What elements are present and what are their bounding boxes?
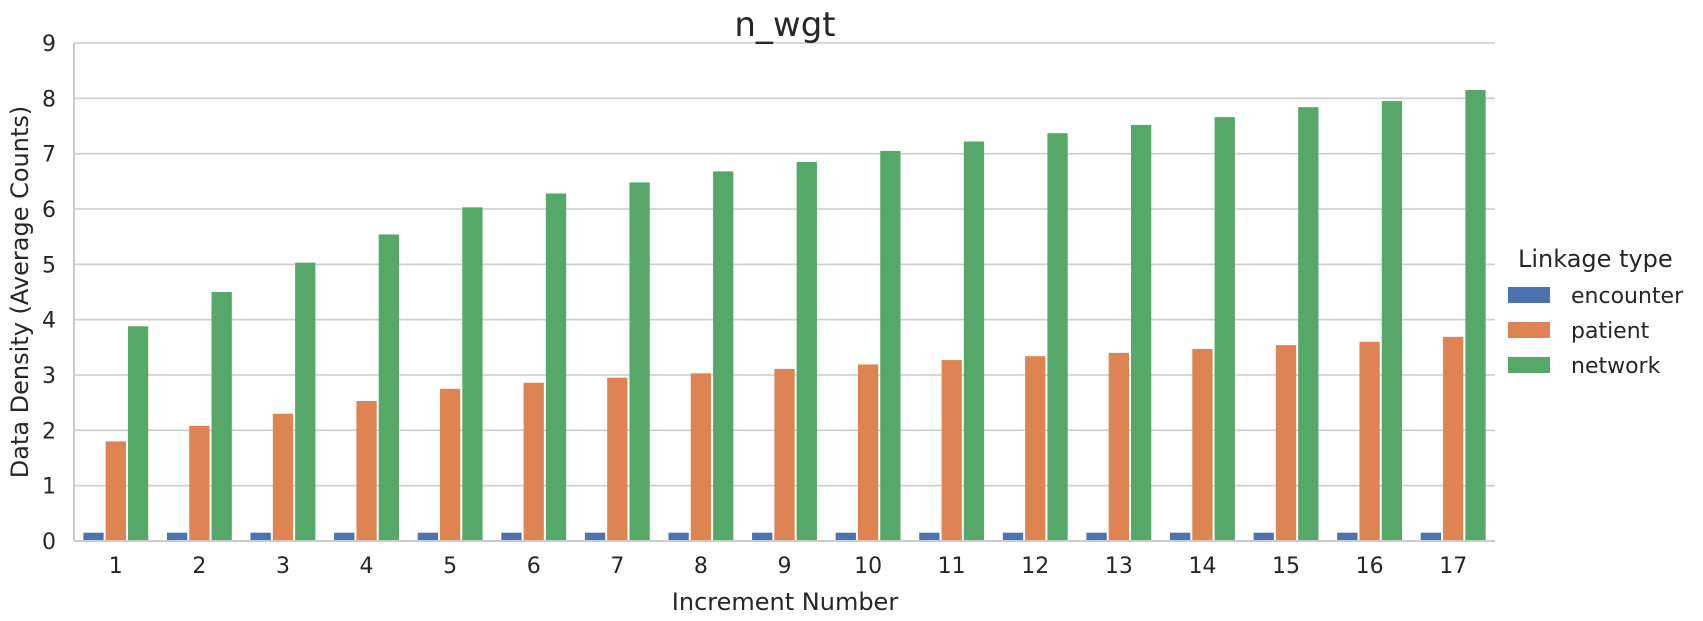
legend-label-patient: patient [1571,319,1650,344]
y-tick-label: 8 [42,87,56,112]
bar-patient [941,360,962,541]
x-tick-label: 12 [1021,554,1049,579]
bar-encounter [584,532,606,541]
bar-patient [1025,356,1046,541]
x-tick-label: 5 [443,554,457,579]
bar-network [880,150,901,541]
bar-patient [774,368,795,541]
x-tick-label: 15 [1272,554,1300,579]
y-tick-label: 0 [42,530,56,555]
x-tick-label: 6 [527,554,541,579]
legend: Linkage type encounter patient network [1508,245,1684,379]
y-axis-label: Data Density (Average Counts) [6,106,34,479]
y-tick-label: 9 [42,32,56,57]
x-tick-label: 1 [109,554,123,579]
x-tick-label: 16 [1356,554,1384,579]
bar-patient [1108,352,1129,541]
bar-patient [857,364,879,541]
x-tick-label: 14 [1188,554,1216,579]
x-tick-label: 7 [610,554,624,579]
bar-patient [272,413,294,541]
legend-title: Linkage type [1518,245,1673,273]
bar-network [378,234,399,541]
x-tick-label: 2 [192,554,206,579]
y-tick-labels: 0 1 2 3 4 5 6 7 8 9 [42,32,56,555]
bar-network [295,262,316,541]
x-tick-label: 13 [1105,554,1133,579]
bar-network [713,171,734,541]
bar-encounter [1086,532,1107,541]
legend-items: encounter patient network [1508,284,1684,379]
bar-patient [690,373,712,541]
bar-encounter [668,532,689,541]
bar-patient [356,401,377,541]
bar-encounter [250,532,271,541]
y-tick-label: 2 [42,419,56,444]
x-tick-label: 4 [360,554,374,579]
x-axis-label: Increment Number [672,588,899,616]
bar-network [629,182,650,541]
bar-network [1381,101,1403,541]
bar-encounter [1253,532,1274,541]
bar-patient [105,441,126,541]
bars [83,90,1486,542]
bar-network [211,292,232,541]
bar-patient [607,377,628,541]
bar-network [1214,117,1235,541]
bar-encounter [1002,532,1024,541]
legend-swatch-patient [1508,322,1550,338]
legend-label-network: network [1571,354,1661,379]
bar-patient [1359,341,1380,541]
axes [73,43,1495,542]
y-tick-label: 7 [42,143,56,168]
bar-encounter [835,532,856,541]
bar-patient [440,388,461,541]
legend-swatch-network [1508,357,1550,373]
bar-encounter [1337,532,1358,541]
bar-encounter [334,532,355,541]
bar-encounter [752,532,773,541]
x-tick-label: 8 [694,554,708,579]
bar-network [1465,90,1486,542]
bar-patient [1443,336,1464,541]
bar-network [545,193,567,542]
x-tick-labels: 1 2 3 4 5 6 7 8 9 10 11 12 13 14 15 16 17 [109,554,1467,579]
chart-title: n_wgt [734,5,835,45]
bar-encounter [83,532,104,541]
bar-patient [189,425,210,541]
y-tick-label: 5 [42,253,56,278]
bar-encounter [417,532,439,541]
bar-network [796,161,817,541]
x-tick-label: 3 [276,554,290,579]
legend-label-encounter: encounter [1571,284,1684,309]
y-tick-label: 1 [42,475,56,500]
bar-encounter [166,532,188,541]
bar-encounter [919,532,940,541]
bar-patient [1275,345,1297,541]
y-tick-label: 3 [42,364,56,389]
bar-network [963,141,985,541]
bar-patient [1192,348,1213,541]
bar-network [1298,107,1319,541]
y-tick-label: 4 [42,309,56,334]
bar-network [127,326,149,541]
bar-network [462,207,483,541]
bar-patient [523,382,544,541]
bar-encounter [1170,532,1191,541]
bar-network [1047,133,1068,541]
y-tick-label: 6 [42,198,56,223]
x-tick-label: 9 [778,554,792,579]
bar-network [1130,124,1152,541]
x-tick-label: 11 [938,554,966,579]
bar-encounter [501,532,522,541]
x-tick-label: 17 [1439,554,1467,579]
x-tick-label: 10 [854,554,882,579]
bar-encounter [1420,532,1442,541]
legend-swatch-encounter [1508,287,1550,303]
